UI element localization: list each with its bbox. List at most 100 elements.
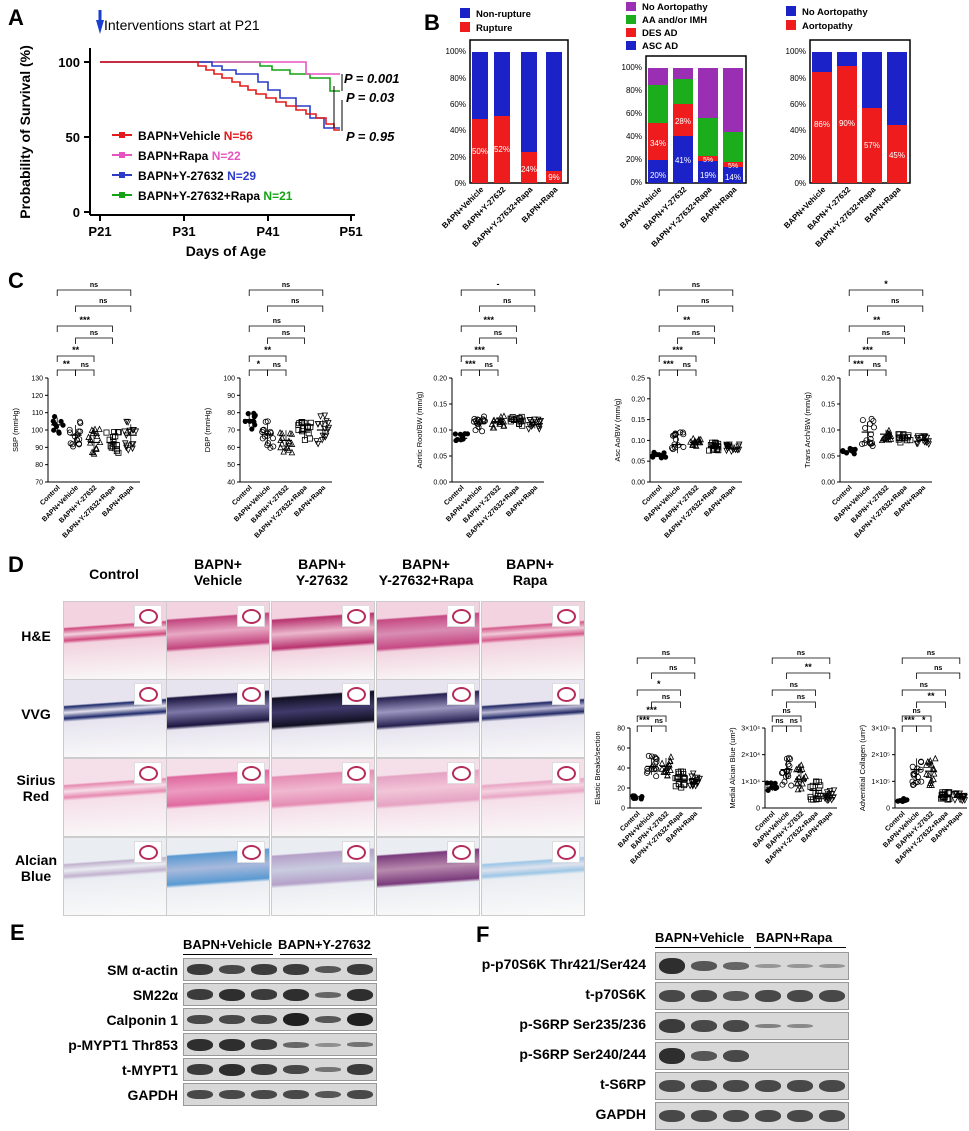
svg-text:DES AD: DES AD [642, 28, 678, 39]
significance-label: ** [805, 662, 813, 672]
blot-strip [655, 982, 849, 1010]
data-point [652, 765, 659, 772]
data-point [490, 416, 498, 424]
significance-label: ns [775, 718, 783, 725]
data-point [925, 771, 932, 778]
histology-image [63, 837, 167, 916]
blot-row-label: p-S6RP Ser235/236 [519, 1016, 646, 1032]
data-point [840, 448, 846, 455]
significance-bracket [677, 337, 715, 344]
y-tick: 0.05 [821, 454, 835, 461]
data-point [464, 431, 471, 437]
significance-label: ns [503, 298, 511, 305]
significance-label: *** [646, 705, 657, 715]
data-point [914, 436, 922, 444]
data-point [318, 421, 326, 428]
data-point [528, 419, 535, 426]
y-axis-label: Trans Arch/BW (mm/g) [803, 392, 812, 468]
scatter-plot: 0 1×10⁴ 2×10⁴ 3×10⁴ Medial Alcian Blue (um²)… [728, 650, 838, 866]
data-point [815, 778, 822, 785]
inset-thumbnail [237, 762, 265, 784]
data-point [869, 440, 876, 447]
histology-image [481, 679, 585, 758]
significance-bracket [651, 672, 696, 679]
data-point [951, 797, 959, 804]
data-point [793, 780, 801, 787]
data-point [653, 756, 660, 763]
significance-label: ns [291, 298, 299, 305]
significance-bracket [771, 725, 787, 732]
svg-text:86%: 86% [814, 120, 830, 129]
inset-thumbnail [552, 762, 580, 784]
svg-text:60%: 60% [626, 109, 642, 118]
significance-bracket [460, 325, 517, 332]
data-point [93, 444, 100, 451]
significance-bracket [248, 369, 268, 376]
significance-bracket [901, 689, 946, 696]
data-point [863, 437, 870, 444]
blot-header: BAPN+Vehicle [183, 937, 273, 952]
y-tick: 90 [227, 393, 235, 400]
svg-text:20%: 20% [450, 153, 466, 162]
svg-text:52%: 52% [494, 145, 510, 154]
data-point [265, 440, 272, 447]
data-point [923, 434, 931, 442]
data-point [764, 780, 770, 786]
data-point [301, 436, 308, 443]
data-point [658, 759, 666, 766]
data-point [918, 759, 925, 766]
inset-thumbnail [342, 683, 370, 705]
histology-image [376, 679, 480, 758]
data-point [113, 448, 120, 455]
data-point [269, 435, 276, 442]
protein-band [723, 962, 749, 970]
significance-bracket [651, 725, 667, 732]
svg-text:20%: 20% [650, 171, 666, 180]
protein-band [219, 1038, 245, 1051]
inset-thumbnail [447, 841, 475, 863]
svg-text:19%: 19% [700, 171, 716, 180]
y-tick: 0.00 [631, 480, 645, 487]
data-point [321, 434, 329, 441]
protein-band [219, 965, 245, 974]
protein-band [755, 1110, 781, 1122]
inset-thumbnail [134, 841, 162, 863]
protein-band [347, 1042, 373, 1047]
protein-band [315, 965, 341, 974]
data-point [650, 454, 656, 460]
data-point [681, 774, 688, 781]
significance-label: ns [485, 362, 493, 369]
svg-text:41%: 41% [675, 156, 691, 165]
y-tick: 110 [32, 410, 43, 417]
data-point [535, 416, 542, 424]
y-tick: 80 [617, 726, 625, 733]
significance-label: ** [683, 315, 691, 325]
data-point [129, 427, 136, 434]
y-tick: 40 [227, 480, 235, 487]
significance-label: ns [655, 718, 663, 725]
significance-bracket [75, 369, 95, 376]
x-tick: P21 [88, 224, 111, 239]
significance-bracket [248, 289, 324, 296]
scatter-plot: 0.00 0.05 0.10 0.15 0.20 Trans Arch/BW (mm/g)… [803, 279, 932, 540]
data-point [961, 797, 969, 804]
y-tick: 1×10⁵ [871, 779, 890, 786]
significance-bracket [867, 305, 924, 312]
y-tick: 80 [227, 410, 235, 417]
svg-text:50%: 50% [472, 147, 488, 156]
svg-text:Rupture: Rupture [476, 23, 512, 34]
significance-bracket [636, 689, 681, 696]
protein-band [251, 1015, 277, 1024]
protein-band [187, 989, 213, 1000]
data-point [724, 442, 731, 450]
protein-band [283, 1041, 309, 1048]
significance-bracket [901, 657, 961, 664]
significance-label: *** [474, 345, 485, 355]
y-tick: 2×10⁴ [741, 752, 760, 759]
protein-band [659, 1080, 685, 1092]
y-axis-label: Medial Alcian Blue (um²) [728, 727, 737, 809]
data-point [51, 413, 58, 420]
data-point [681, 775, 688, 782]
x-tick: P31 [172, 224, 195, 239]
data-point [961, 792, 968, 800]
